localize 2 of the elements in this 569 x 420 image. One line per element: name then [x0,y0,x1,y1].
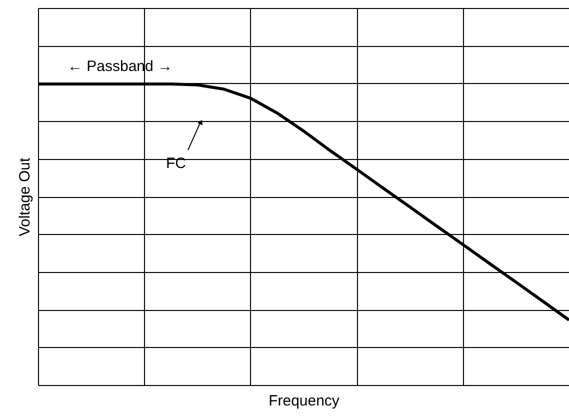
y-axis-title: Voltage Out [16,156,34,236]
x-axis-title: Frequency [268,392,340,410]
